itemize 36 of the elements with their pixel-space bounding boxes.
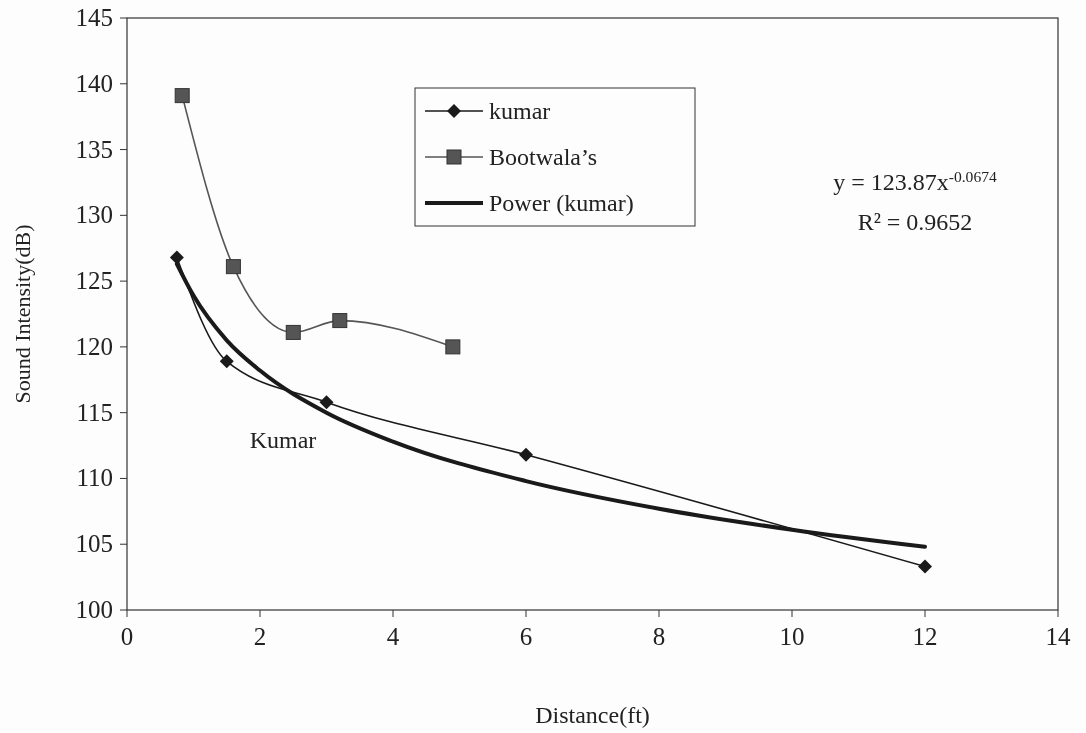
x-tick-label: 12: [912, 623, 938, 650]
x-tick-label: 4: [386, 623, 400, 650]
x-axis-title: Distance(ft): [535, 702, 650, 728]
x-tick-label: 6: [519, 623, 533, 650]
y-tick-label: 125: [75, 267, 113, 295]
point: [332, 313, 348, 329]
point: [174, 88, 190, 104]
annotation: R² = 0.9652: [857, 209, 973, 235]
y-axis-title: Sound Intensity(dB): [10, 224, 35, 404]
x-tick-label: 14: [1045, 623, 1071, 650]
y-tick-label: 100: [75, 596, 113, 623]
y-tick-label: 115: [76, 398, 113, 426]
x-tick-label: 10: [779, 623, 805, 650]
legend-label: Bootwala’s: [489, 144, 597, 170]
y-tick-label: 140: [75, 69, 113, 97]
point: [445, 339, 461, 355]
y-tick-label: 120: [75, 332, 113, 360]
y-tick-label: 110: [76, 464, 113, 492]
legend-label: Power (kumar): [489, 190, 634, 216]
y-tick-label: 145: [75, 4, 113, 31]
point: [918, 559, 932, 574]
y-tick-label: 135: [75, 135, 113, 163]
annotation: y = 123.87x$^{-0.0674}$: [833, 167, 998, 195]
point: [285, 324, 301, 340]
point: [225, 259, 241, 275]
x-tick-label: 2: [253, 623, 267, 650]
y-tick-label: 105: [75, 530, 113, 558]
point: [319, 395, 334, 410]
point: [169, 250, 184, 265]
point: [219, 354, 234, 369]
x-tick-label: 0: [120, 623, 134, 650]
legend-label: kumar: [489, 98, 551, 124]
x-tick-label: 8: [652, 623, 666, 650]
y-tick-label: 130: [75, 201, 113, 229]
annotation: Kumar: [249, 427, 317, 453]
point: [519, 447, 533, 462]
